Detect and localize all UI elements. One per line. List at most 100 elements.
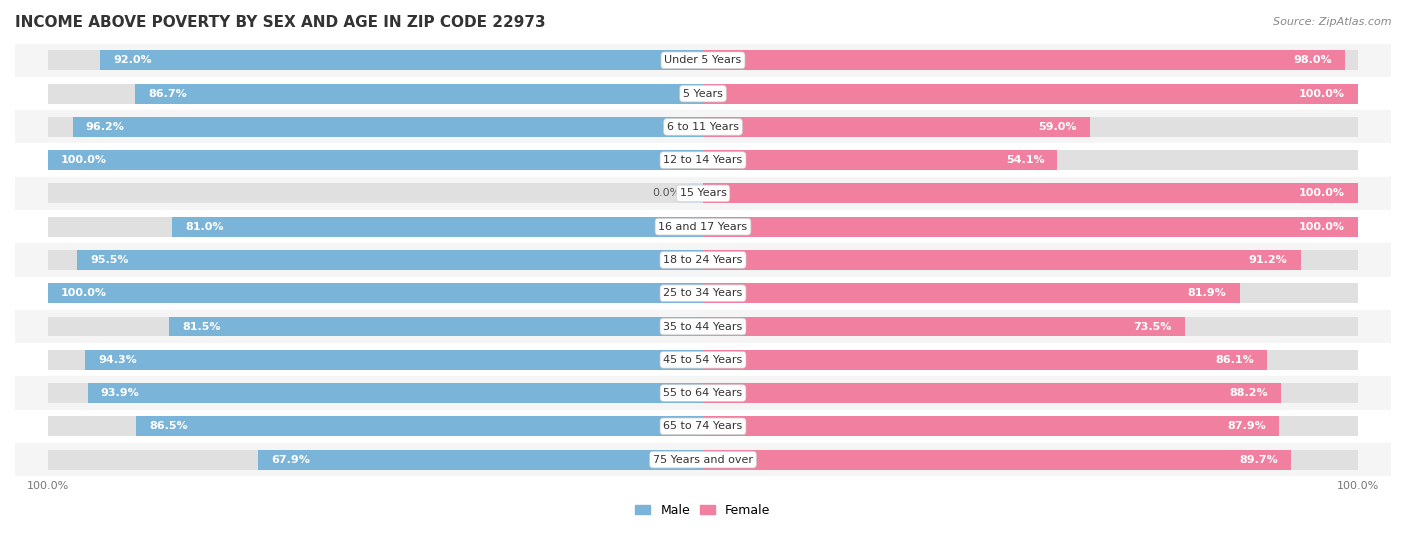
Bar [703,50,1346,70]
Text: 0.0%: 0.0% [652,188,681,198]
Bar [703,316,1358,337]
Bar [48,416,703,437]
Text: 35 to 44 Years: 35 to 44 Years [664,321,742,331]
Bar [15,310,1391,343]
Bar [703,283,1240,303]
Bar [259,449,703,470]
Bar [15,77,1391,110]
Text: 89.7%: 89.7% [1239,454,1278,465]
Bar [15,277,1391,310]
Text: 96.2%: 96.2% [86,122,125,132]
Bar [169,316,703,337]
Bar [703,84,1358,103]
Bar [15,376,1391,410]
Bar [703,250,1358,270]
Bar [703,117,1358,137]
Text: 5 Years: 5 Years [683,88,723,98]
Text: 93.9%: 93.9% [101,388,139,398]
Text: 98.0%: 98.0% [1294,55,1331,65]
Bar [48,283,703,303]
Bar [703,150,1057,170]
Text: 94.3%: 94.3% [98,355,136,365]
Bar [48,183,703,203]
Bar [703,183,1358,203]
Bar [15,210,1391,243]
Bar [703,350,1358,369]
Bar [100,50,703,70]
Text: 65 to 74 Years: 65 to 74 Years [664,421,742,432]
Bar [703,150,1358,170]
Bar [703,449,1291,470]
Bar [48,383,703,403]
Bar [703,283,1358,303]
Text: 92.0%: 92.0% [114,55,152,65]
Bar [703,117,1090,137]
Text: 75 Years and over: 75 Years and over [652,454,754,465]
Text: 87.9%: 87.9% [1227,421,1265,432]
Bar [15,110,1391,144]
Text: 100.0%: 100.0% [60,155,107,165]
Bar [15,44,1391,77]
Text: 100.0%: 100.0% [1299,188,1346,198]
Bar [173,217,703,236]
Text: 81.5%: 81.5% [183,321,221,331]
Text: 86.7%: 86.7% [148,88,187,98]
Bar [48,250,703,270]
Text: 18 to 24 Years: 18 to 24 Years [664,255,742,265]
Bar [48,84,703,103]
Bar [703,350,1267,369]
Text: 86.5%: 86.5% [149,421,188,432]
Bar [48,283,703,303]
Bar [48,50,703,70]
Bar [86,350,703,369]
Bar [703,449,1358,470]
Legend: Male, Female: Male, Female [630,499,776,522]
Text: 59.0%: 59.0% [1038,122,1077,132]
Bar [77,250,703,270]
Bar [703,316,1185,337]
Text: Source: ZipAtlas.com: Source: ZipAtlas.com [1274,17,1392,27]
Bar [48,350,703,369]
Bar [48,449,703,470]
Bar [48,217,703,236]
Text: 100.0%: 100.0% [1299,88,1346,98]
Text: 6 to 11 Years: 6 to 11 Years [666,122,740,132]
Bar [703,250,1301,270]
Bar [135,84,703,103]
Bar [15,443,1391,476]
Text: 45 to 54 Years: 45 to 54 Years [664,355,742,365]
Bar [703,416,1358,437]
Text: 95.5%: 95.5% [90,255,129,265]
Text: 25 to 34 Years: 25 to 34 Years [664,288,742,299]
Bar [15,144,1391,177]
Text: 100.0%: 100.0% [60,288,107,299]
Bar [15,177,1391,210]
Text: 12 to 14 Years: 12 to 14 Years [664,155,742,165]
Bar [87,383,703,403]
Bar [15,343,1391,376]
Bar [73,117,703,137]
Bar [136,416,703,437]
Text: Under 5 Years: Under 5 Years [665,55,741,65]
Bar [703,183,1358,203]
Text: 88.2%: 88.2% [1229,388,1268,398]
Text: 15 Years: 15 Years [679,188,727,198]
Bar [690,183,703,203]
Text: 86.1%: 86.1% [1215,355,1254,365]
Text: 100.0%: 100.0% [1299,222,1346,231]
Text: INCOME ABOVE POVERTY BY SEX AND AGE IN ZIP CODE 22973: INCOME ABOVE POVERTY BY SEX AND AGE IN Z… [15,15,546,30]
Text: 81.0%: 81.0% [186,222,224,231]
Bar [703,416,1279,437]
Bar [15,410,1391,443]
Bar [48,316,703,337]
Bar [48,150,703,170]
Text: 54.1%: 54.1% [1005,155,1045,165]
Text: 55 to 64 Years: 55 to 64 Years [664,388,742,398]
Text: 67.9%: 67.9% [271,454,311,465]
Text: 91.2%: 91.2% [1249,255,1288,265]
Text: 73.5%: 73.5% [1133,321,1171,331]
Bar [15,243,1391,277]
Bar [703,383,1281,403]
Bar [703,383,1358,403]
Bar [703,217,1358,236]
